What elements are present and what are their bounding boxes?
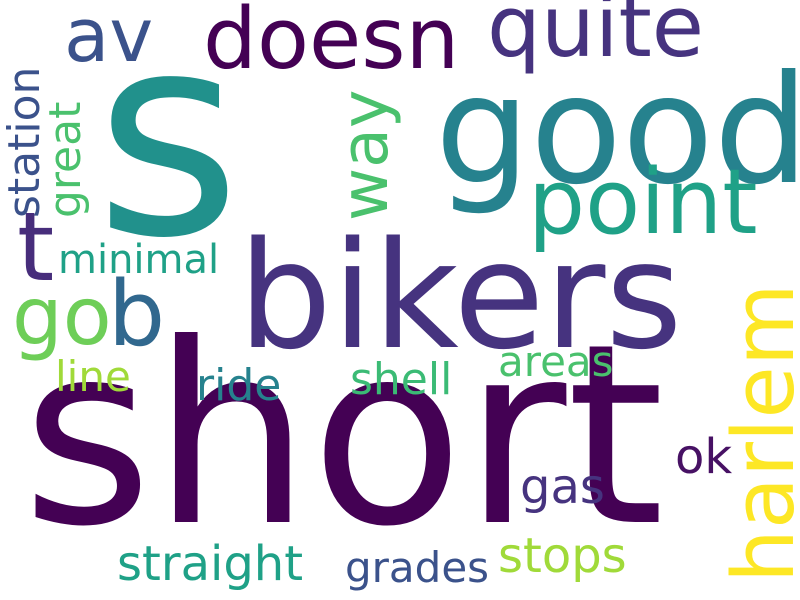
word-ok: ok [675, 429, 733, 485]
word-way: way [328, 89, 403, 221]
word-go: go [12, 270, 112, 363]
word-short: short [22, 290, 665, 581]
word-s: s [95, 0, 241, 300]
word-bikers: bikers [238, 210, 683, 382]
word-areas: areas [498, 337, 614, 386]
word-good: good [435, 44, 800, 218]
word-gas: gas [520, 459, 605, 515]
word-stops: stops [498, 528, 627, 584]
word-quite: quite [487, 0, 705, 77]
word-ride: ride [196, 360, 282, 411]
word-av: av [64, 0, 154, 79]
word-minimal: minimal [58, 237, 220, 283]
word-b: b [108, 262, 166, 367]
word-great: great [40, 101, 91, 218]
word-line: line [55, 352, 131, 401]
word-straight: straight [117, 536, 304, 592]
word-t: t [17, 193, 55, 303]
word-point: point [528, 150, 758, 255]
word-doesn: doesn [203, 0, 460, 89]
word-harlem: harlem [715, 283, 800, 583]
word-grades: grades [345, 543, 490, 592]
word-shell: shell [350, 354, 453, 405]
